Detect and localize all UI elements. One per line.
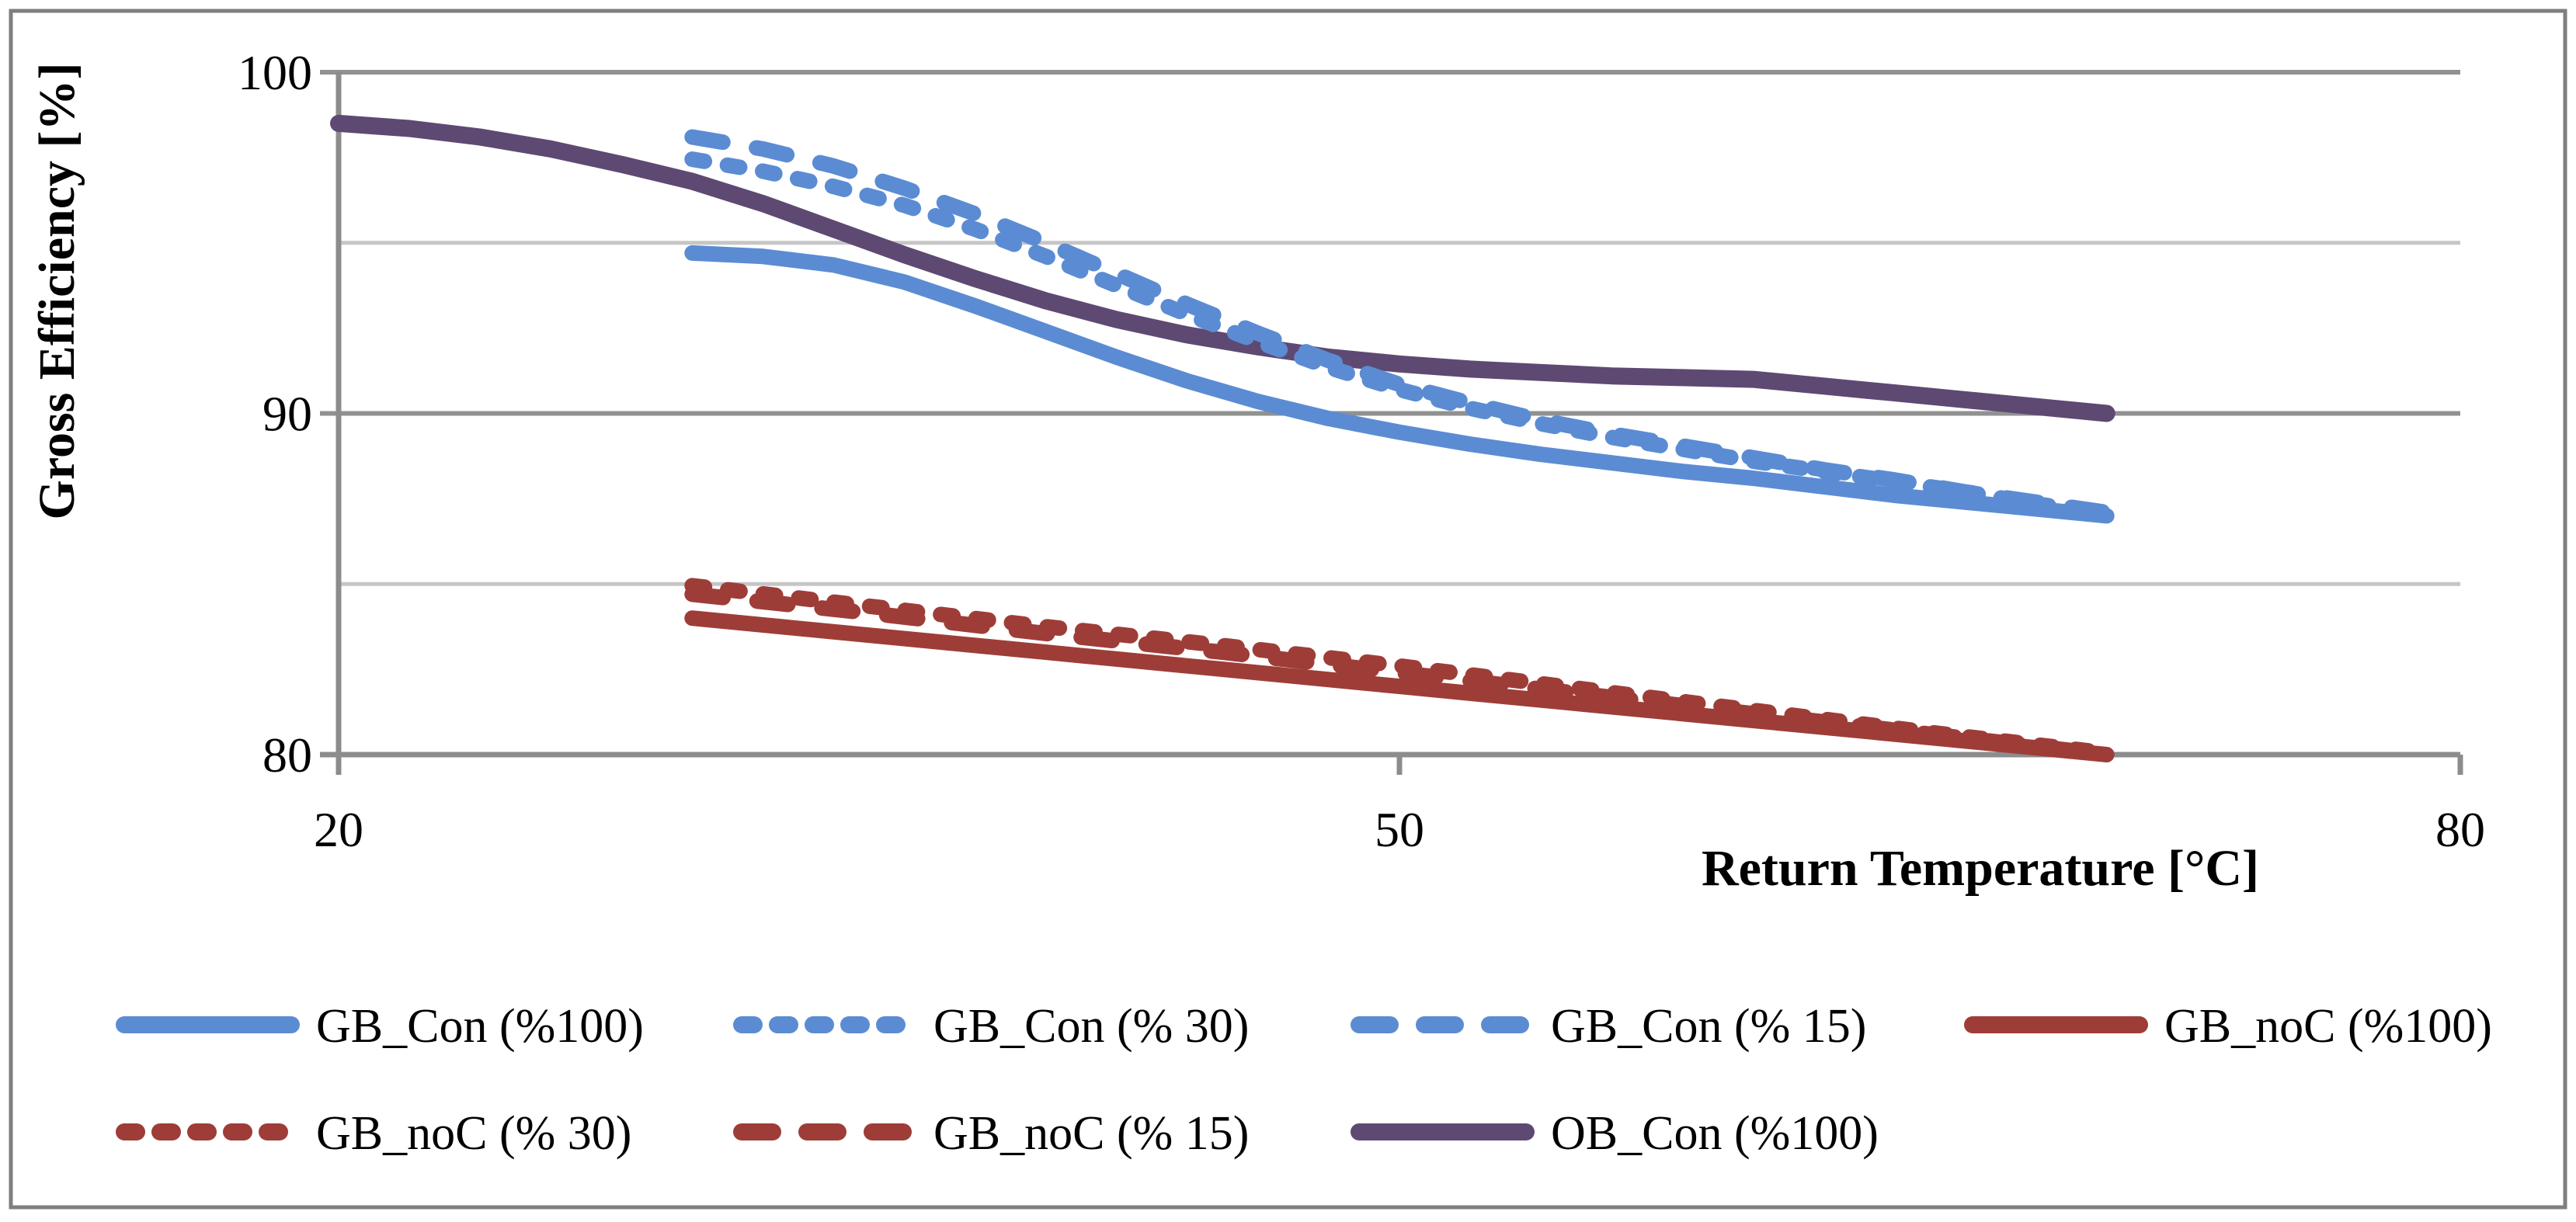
legend-item-gb-con-15-: GB_Con (% 15) [1351, 1000, 1866, 1053]
y-tick-label-100: 100 [238, 45, 312, 100]
series-line-gb-noc-15- [684, 586, 2115, 762]
series-line-gb-con-15- [684, 129, 2115, 520]
y-tick-label-90: 90 [262, 387, 312, 442]
legend-label: GB_noC (% 30) [316, 1107, 631, 1160]
legend: GB_Con (%100) GB_Con (% 30) GB_Con (% 15) G… [116, 1000, 2492, 1160]
legend-item-gb-con-100-: GB_Con (%100) [116, 1000, 644, 1053]
legend-label: OB_Con (%100) [1551, 1107, 1879, 1160]
x-tick-label-80: 80 [2435, 802, 2485, 857]
x-tick-label-50: 50 [1375, 802, 1424, 857]
legend-label: GB_Con (% 15) [1551, 1000, 1866, 1053]
legend-label: GB_Con (%100) [316, 1000, 644, 1053]
series-line-ob-con-100- [330, 114, 2115, 422]
legend-label: GB_Con (% 30) [933, 1000, 1249, 1053]
legend-item-gb-noc-15-: GB_noC (% 15) [733, 1107, 1249, 1160]
legend-label: GB_noC (% 15) [933, 1107, 1249, 1160]
legend-item-gb-noc-30-: GB_noC (% 30) [116, 1107, 631, 1160]
legend-label: GB_noC (%100) [2164, 1000, 2492, 1053]
legend-item-gb-con-30-: GB_Con (% 30) [733, 1000, 1249, 1053]
legend-item-gb-noc-100-: GB_noC (%100) [1964, 1000, 2492, 1053]
legend-item-ob-con-100-: OB_Con (%100) [1351, 1107, 1879, 1160]
x-axis-title: Return Temperature [°C] [1702, 840, 2259, 897]
y-axis-title: Gross Efficiency [%] [29, 62, 85, 519]
y-tick-label-80: 80 [262, 727, 312, 783]
data-series [330, 114, 2115, 762]
figure-border [9, 9, 2567, 1210]
x-tick-label-20: 20 [314, 802, 363, 857]
series-line-gb-con-100- [684, 245, 2115, 524]
